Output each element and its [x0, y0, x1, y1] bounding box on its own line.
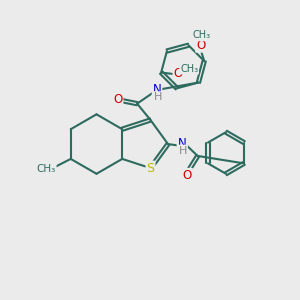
Text: N: N	[153, 83, 161, 97]
Text: H: H	[154, 92, 162, 102]
Text: CH₃: CH₃	[192, 30, 210, 40]
Text: O: O	[173, 67, 183, 80]
Text: O: O	[183, 169, 192, 182]
Text: O: O	[196, 39, 205, 52]
Text: O: O	[113, 93, 122, 106]
Text: CH₃: CH₃	[37, 164, 56, 174]
Text: CH₃: CH₃	[180, 64, 198, 74]
Text: N: N	[178, 137, 186, 150]
Text: S: S	[146, 162, 154, 175]
Text: H: H	[179, 146, 187, 156]
